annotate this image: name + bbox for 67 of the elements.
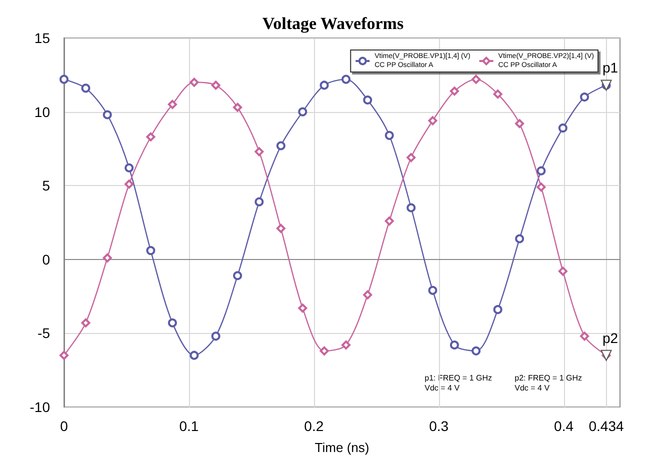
- point: [342, 340, 350, 350]
- point: [450, 340, 459, 350]
- point: [406, 203, 416, 212]
- x-tick-label: 0.4: [554, 418, 574, 434]
- y-tick-label: 10: [34, 104, 50, 120]
- point: [146, 246, 156, 256]
- point: [406, 153, 416, 162]
- point: [211, 332, 220, 341]
- point: [168, 100, 177, 109]
- point: [298, 304, 308, 313]
- point: [384, 216, 394, 226]
- x-tick-label: 0.2: [304, 418, 324, 434]
- point: [363, 290, 372, 300]
- x-tick-label: 0.1: [179, 418, 199, 434]
- point: [536, 182, 546, 192]
- point: [190, 350, 199, 360]
- point: [190, 78, 199, 87]
- y-tick-label: -5: [38, 325, 50, 342]
- point: [428, 116, 438, 126]
- annotation: p2: FREQ = 1 GHz Vdc = 4 V: [514, 374, 582, 392]
- y-tick-label: 15: [34, 30, 50, 46]
- y-tick-label: 5: [42, 178, 50, 194]
- point: [472, 74, 481, 84]
- point: [168, 318, 177, 328]
- point: [320, 346, 329, 356]
- point: [233, 102, 242, 112]
- point: [558, 266, 568, 276]
- point: [60, 74, 68, 84]
- point: [276, 141, 286, 150]
- point: [60, 350, 68, 360]
- point: [515, 119, 524, 128]
- annotation: p2: [602, 330, 618, 346]
- point: [580, 92, 590, 102]
- point: [515, 234, 524, 244]
- point: [254, 147, 264, 156]
- y-tick-label: -10: [30, 399, 50, 415]
- point: [81, 318, 90, 328]
- point: [320, 80, 329, 90]
- point: [428, 286, 438, 295]
- point: [254, 197, 264, 206]
- point: [298, 107, 308, 116]
- point: [211, 80, 220, 90]
- x-tick-label: 0.3: [429, 418, 449, 434]
- point: [493, 305, 502, 314]
- y-tick-label: 0: [42, 251, 50, 268]
- point: [363, 95, 372, 104]
- point: [580, 332, 590, 341]
- point: [146, 132, 156, 142]
- chart-title: Voltage Waveforms: [262, 14, 404, 33]
- point: [450, 86, 459, 96]
- point: [102, 253, 112, 262]
- point: [536, 166, 546, 176]
- point: [558, 124, 568, 133]
- point: [81, 84, 90, 93]
- point: [384, 130, 394, 140]
- point: [472, 346, 481, 356]
- annotation: p1: [602, 60, 618, 76]
- point: [493, 90, 502, 99]
- point: [124, 180, 134, 189]
- point: [124, 163, 134, 172]
- point: [342, 74, 350, 84]
- x-axis-title: Time (ns): [314, 440, 370, 455]
- point: [233, 271, 242, 280]
- x-tick-label: 0.434: [588, 418, 624, 434]
- x-tick-label: 0: [60, 418, 68, 434]
- point: [102, 110, 112, 120]
- point: [276, 224, 286, 233]
